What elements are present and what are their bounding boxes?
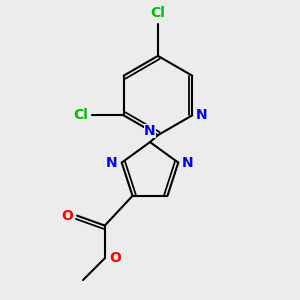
Text: O: O [61,209,73,223]
Text: N: N [144,124,156,138]
Text: N: N [196,108,208,122]
Text: O: O [109,251,121,265]
Text: N: N [182,156,194,170]
Text: Cl: Cl [151,6,165,20]
Text: Cl: Cl [73,108,88,122]
Text: N: N [106,156,118,170]
